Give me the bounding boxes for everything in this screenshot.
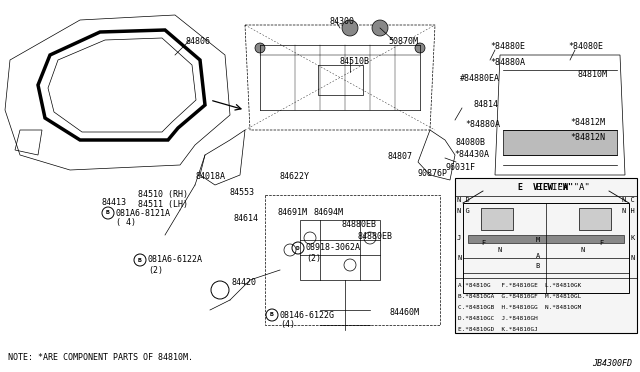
Text: 84614: 84614: [234, 214, 259, 223]
Text: F: F: [599, 240, 603, 246]
Text: D.*84810GC  J.*84810GH: D.*84810GC J.*84810GH: [458, 316, 538, 321]
Bar: [265, 195, 440, 325]
Text: A.*84810G   F.*84810GE  L.*84810GK: A.*84810G F.*84810GE L.*84810GK: [458, 283, 581, 288]
Text: (4): (4): [280, 321, 295, 330]
Text: #84880EA: #84880EA: [460, 74, 500, 83]
Text: 84814: 84814: [474, 100, 499, 109]
Text: B: B: [106, 211, 110, 215]
Text: 84460M: 84460M: [390, 308, 420, 317]
Text: 84807: 84807: [387, 152, 412, 161]
Text: N G: N G: [457, 208, 470, 214]
Text: *84812N: *84812N: [570, 133, 605, 142]
Text: N: N: [581, 247, 585, 253]
Text: 84510 (RH): 84510 (RH): [138, 190, 188, 199]
Bar: [463, 203, 629, 293]
Text: N C: N C: [622, 197, 635, 203]
Text: *84080E: *84080E: [568, 42, 603, 51]
Text: N: N: [498, 247, 502, 253]
Text: N H: N H: [622, 208, 635, 214]
Text: *84430A: *84430A: [454, 150, 489, 159]
Text: A: A: [536, 253, 540, 259]
Text: 84511 (LH): 84511 (LH): [138, 200, 188, 209]
Text: E.*84810GD  K.*84810GJ: E.*84810GD K.*84810GJ: [458, 327, 538, 332]
Text: 081A6-8121A: 081A6-8121A: [116, 208, 171, 218]
Text: N: N: [457, 255, 461, 261]
Text: 84806: 84806: [185, 37, 210, 46]
Text: 84413: 84413: [102, 198, 127, 207]
Circle shape: [342, 20, 358, 36]
Text: 84510B: 84510B: [340, 57, 370, 66]
Bar: [579, 208, 611, 230]
Text: 84080B: 84080B: [456, 138, 486, 147]
Text: NOTE: *ARE COMPONENT PARTS OF 84810M.: NOTE: *ARE COMPONENT PARTS OF 84810M.: [8, 353, 193, 362]
Text: 84420: 84420: [232, 278, 257, 287]
Text: (2): (2): [148, 266, 163, 275]
Text: M: M: [536, 237, 540, 243]
Bar: [318, 65, 363, 95]
Text: 84691M: 84691M: [277, 208, 307, 217]
Text: (2): (2): [306, 253, 321, 263]
Text: D: D: [296, 246, 300, 250]
Circle shape: [372, 20, 388, 36]
Text: 84880EB: 84880EB: [358, 232, 393, 241]
Bar: [481, 208, 513, 230]
Text: F: F: [481, 240, 485, 246]
Text: 84694M: 84694M: [314, 208, 344, 217]
Text: J: J: [457, 235, 461, 241]
Bar: [503, 130, 617, 155]
Text: N: N: [631, 255, 635, 261]
Text: B: B: [270, 312, 274, 317]
Text: E  VIEW "A": E VIEW "A": [518, 183, 573, 192]
Text: *84880E: *84880E: [490, 42, 525, 51]
Text: 84018A: 84018A: [195, 172, 225, 181]
Circle shape: [255, 43, 265, 53]
Bar: [300, 220, 380, 280]
Text: *84812M: *84812M: [570, 118, 605, 127]
Text: B: B: [138, 257, 142, 263]
Text: 081A6-6122A: 081A6-6122A: [148, 256, 203, 264]
Text: B.*84810GA  G.*84810GF  M.*84810GL: B.*84810GA G.*84810GF M.*84810GL: [458, 294, 581, 299]
Bar: [468, 235, 624, 243]
Text: ( 4): ( 4): [116, 218, 136, 228]
Text: 84880EB: 84880EB: [342, 220, 377, 229]
Text: E VIEW "A": E VIEW "A": [536, 183, 589, 192]
Text: 90876P: 90876P: [418, 169, 448, 178]
Circle shape: [415, 43, 425, 53]
Text: 50870M: 50870M: [388, 37, 418, 46]
Text: N D: N D: [457, 197, 470, 203]
Text: *84880A: *84880A: [465, 120, 500, 129]
Text: C.*84810GB  H.*84810GG  N.*84810GM: C.*84810GB H.*84810GG N.*84810GM: [458, 305, 581, 310]
Text: 96031F: 96031F: [446, 163, 476, 172]
Text: JB4300FD: JB4300FD: [592, 359, 632, 368]
Bar: [455, 178, 637, 333]
Text: K: K: [631, 235, 635, 241]
Text: *84880A: *84880A: [490, 58, 525, 67]
Text: 84810M: 84810M: [578, 70, 608, 79]
Text: 08146-6122G: 08146-6122G: [280, 311, 335, 320]
Text: 84300: 84300: [330, 17, 355, 26]
Text: B: B: [536, 263, 540, 269]
Text: 84622Y: 84622Y: [280, 172, 310, 181]
Text: 08918-3062A: 08918-3062A: [306, 244, 361, 253]
Text: 84553: 84553: [230, 188, 255, 197]
